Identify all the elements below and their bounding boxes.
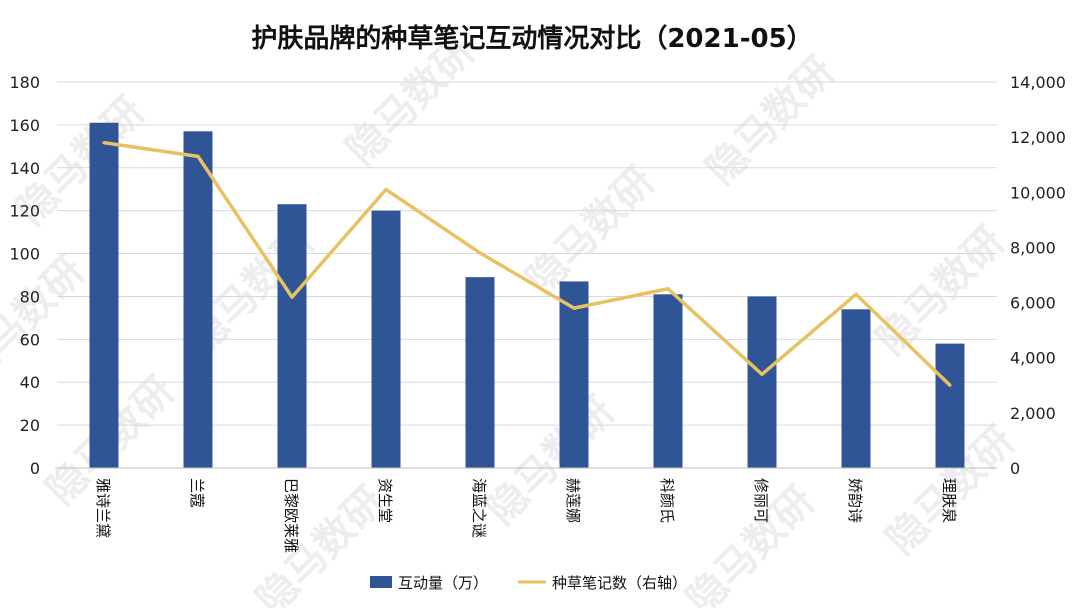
left-tick-label: 20 xyxy=(20,416,40,435)
right-tick-label: 10,000 xyxy=(1010,183,1066,202)
series-line xyxy=(103,140,952,387)
line-point xyxy=(290,295,294,299)
line-point xyxy=(760,372,764,376)
category-label: 雅诗兰黛 xyxy=(94,478,112,538)
right-axis-ticks: 0 2,000 4,000 6,000 8,000 10,000 12,000 14,000 xyxy=(1010,73,1066,478)
category-labels: 雅诗兰黛 兰蔻 巴黎欧莱雅 资生堂 海蓝之谜 赫莲娜 科颜氏 修丽可 娇韵诗 理肤泉 xyxy=(94,478,958,553)
legend-bar-swatch xyxy=(370,576,392,588)
watermark-text: 隐马数研 xyxy=(698,48,844,194)
bar xyxy=(465,277,495,468)
category-label: 海蓝之谜 xyxy=(470,478,488,538)
line-point xyxy=(572,306,576,310)
category-label: 科颜氏 xyxy=(658,478,676,523)
bar xyxy=(747,296,777,468)
right-tick-label: 12,000 xyxy=(1010,128,1066,147)
legend-line-label: 种草笔记数（右轴） xyxy=(552,574,687,592)
bar xyxy=(371,210,401,468)
bar xyxy=(89,122,119,468)
chart-title: 护肤品牌的种草笔记互动情况对比（2021-05） xyxy=(251,23,812,54)
line-point xyxy=(854,292,858,296)
category-label: 娇韵诗 xyxy=(846,478,864,523)
left-tick-label: 40 xyxy=(20,373,40,392)
left-tick-label: 180 xyxy=(9,73,40,92)
line-point xyxy=(948,383,952,387)
left-axis-ticks: 0 20 40 60 80 100 120 140 160 180 xyxy=(9,73,40,478)
left-tick-label: 60 xyxy=(20,330,40,349)
right-tick-label: 6,000 xyxy=(1010,294,1056,313)
watermark-text: 隐马数研 xyxy=(678,478,824,608)
category-label: 资生堂 xyxy=(376,478,394,523)
legend: 互动量（万） 种草笔记数（右轴） xyxy=(370,574,687,592)
right-tick-label: 8,000 xyxy=(1010,238,1056,257)
watermark-text: 隐马数研 xyxy=(868,218,1014,364)
category-label: 巴黎欧莱雅 xyxy=(282,478,300,553)
bar xyxy=(183,131,213,469)
watermark-text: 隐马数研 xyxy=(478,388,624,534)
left-tick-label: 80 xyxy=(20,287,40,306)
line-point xyxy=(102,141,106,145)
category-label: 理肤泉 xyxy=(940,478,958,523)
gridlines xyxy=(57,81,997,426)
watermark-text: 隐马数研 xyxy=(518,158,664,304)
category-label: 兰蔻 xyxy=(188,478,206,508)
bar-series xyxy=(89,122,965,469)
watermark-text: 隐马数研 xyxy=(248,478,394,608)
right-tick-label: 14,000 xyxy=(1010,73,1066,92)
left-tick-label: 160 xyxy=(9,116,40,135)
bar xyxy=(935,343,965,468)
left-tick-label: 120 xyxy=(9,202,40,221)
bar xyxy=(653,294,683,468)
line-series xyxy=(102,140,952,387)
left-tick-label: 0 xyxy=(30,459,40,478)
left-tick-label: 100 xyxy=(9,245,40,264)
line-point xyxy=(478,251,482,255)
bar xyxy=(277,204,307,468)
category-label: 修丽可 xyxy=(752,478,770,523)
legend-bar-label: 互动量（万） xyxy=(398,574,488,592)
line-point xyxy=(196,154,200,159)
left-tick-label: 140 xyxy=(9,159,40,178)
line-point xyxy=(384,187,388,192)
category-label: 赫莲娜 xyxy=(564,478,582,523)
right-tick-label: 2,000 xyxy=(1010,404,1056,423)
line-point xyxy=(666,287,670,291)
bar xyxy=(841,309,871,468)
right-tick-label: 4,000 xyxy=(1010,349,1056,368)
watermark-text: 隐马数研 xyxy=(0,248,94,394)
right-tick-label: 0 xyxy=(1010,459,1020,478)
bar xyxy=(559,281,589,468)
